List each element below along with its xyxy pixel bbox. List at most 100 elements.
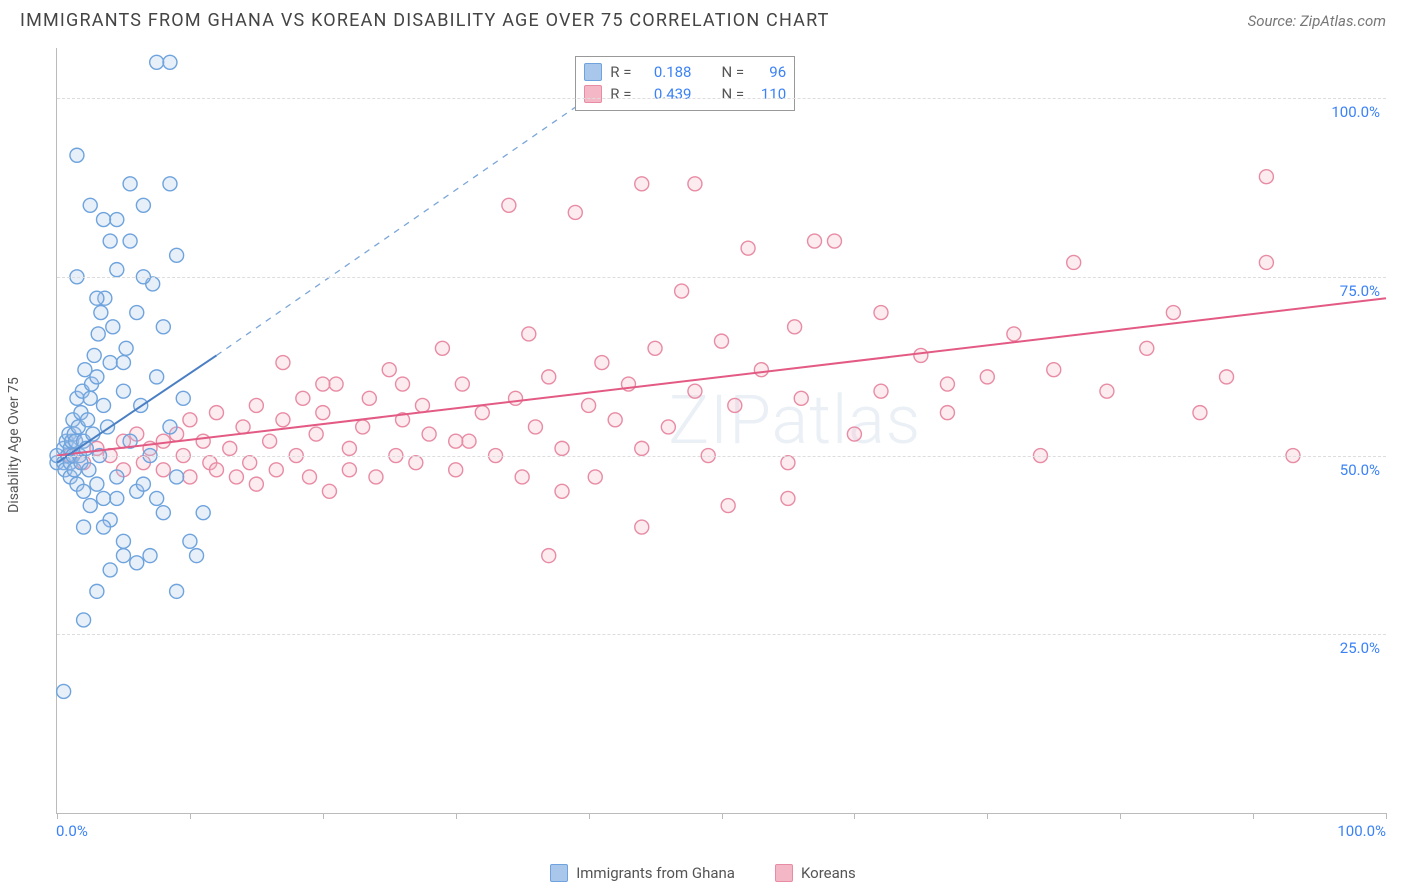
data-point	[449, 463, 463, 477]
data-point	[1007, 327, 1021, 341]
data-point	[940, 377, 954, 391]
x-tick	[1386, 813, 1387, 819]
data-point	[808, 234, 822, 248]
data-point	[163, 55, 177, 69]
chart-area: Disability Age Over 75 ZIPatlas R =0.188…	[20, 48, 1386, 842]
data-point	[229, 470, 243, 484]
data-point	[296, 391, 310, 405]
data-point	[119, 341, 133, 355]
data-point	[1259, 170, 1273, 184]
data-point	[1259, 255, 1273, 269]
data-point	[110, 263, 124, 277]
stats-row-koreans: R =0.439N =110	[584, 83, 786, 106]
r-value: 0.439	[640, 83, 692, 106]
swatch-ghana	[584, 63, 602, 81]
data-point	[914, 348, 928, 362]
data-point	[555, 441, 569, 455]
data-point	[827, 234, 841, 248]
data-point	[83, 499, 97, 513]
data-point	[183, 413, 197, 427]
data-point	[156, 320, 170, 334]
data-point	[276, 356, 290, 370]
data-point	[209, 463, 223, 477]
x-tick	[323, 813, 324, 819]
data-point	[415, 398, 429, 412]
data-point	[509, 391, 523, 405]
data-point	[77, 484, 91, 498]
data-point	[223, 441, 237, 455]
x-tick	[987, 813, 988, 819]
data-point	[116, 356, 130, 370]
n-label: N =	[722, 61, 745, 84]
data-point	[369, 470, 383, 484]
data-point	[588, 470, 602, 484]
data-point	[635, 177, 649, 191]
data-point	[209, 406, 223, 420]
data-point	[449, 434, 463, 448]
x-tick	[854, 813, 855, 819]
data-point	[83, 198, 97, 212]
data-point	[130, 556, 144, 570]
data-point	[156, 506, 170, 520]
data-point	[462, 434, 476, 448]
data-point	[103, 234, 117, 248]
data-point	[648, 341, 662, 355]
data-point	[106, 320, 120, 334]
x-tick	[190, 813, 191, 819]
data-point	[176, 391, 190, 405]
r-label: R =	[610, 61, 631, 84]
data-point	[528, 420, 542, 434]
gridline-h	[57, 456, 1386, 457]
x-tick	[589, 813, 590, 819]
legend-bottom: Immigrants from GhanaKoreans	[0, 864, 1406, 882]
y-grid-label: 75.0%	[1340, 282, 1380, 300]
data-point	[1067, 255, 1081, 269]
gridline-h	[57, 277, 1386, 278]
data-point	[236, 420, 250, 434]
data-point	[110, 470, 124, 484]
x-tick	[1253, 813, 1254, 819]
x-tick	[57, 813, 58, 819]
data-point	[303, 470, 317, 484]
data-point	[57, 684, 71, 698]
data-point	[163, 177, 177, 191]
y-axis-label: Disability Age Over 75	[6, 377, 22, 513]
data-point	[123, 234, 137, 248]
x-axis-min-label: 0.0%	[56, 822, 88, 840]
data-point	[1220, 370, 1234, 384]
data-point	[170, 470, 184, 484]
legend-swatch	[550, 864, 568, 882]
data-point	[455, 377, 469, 391]
data-point	[136, 477, 150, 491]
data-point	[422, 427, 436, 441]
data-point	[196, 506, 210, 520]
data-point	[940, 406, 954, 420]
data-point	[582, 398, 596, 412]
x-tick	[456, 813, 457, 819]
data-point	[322, 484, 336, 498]
y-grid-label: 50.0%	[1340, 461, 1380, 479]
data-point	[661, 420, 675, 434]
correlation-stats-box: R =0.188N =96R =0.439N =110	[575, 56, 795, 111]
data-point	[156, 463, 170, 477]
data-point	[542, 549, 556, 563]
data-point	[123, 177, 137, 191]
svg-layer	[57, 48, 1386, 813]
data-point	[715, 334, 729, 348]
data-point	[94, 306, 108, 320]
data-point	[309, 427, 323, 441]
swatch-koreans	[584, 85, 602, 103]
data-point	[97, 491, 111, 505]
data-point	[110, 213, 124, 227]
data-point	[183, 470, 197, 484]
scatter-plot: ZIPatlas R =0.188N =96R =0.439N =110 25.…	[56, 48, 1386, 814]
data-point	[87, 348, 101, 362]
data-point	[150, 491, 164, 505]
data-point	[276, 413, 290, 427]
r-value: 0.188	[640, 61, 692, 84]
n-label: N =	[722, 83, 745, 106]
data-point	[635, 441, 649, 455]
data-point	[568, 205, 582, 219]
chart-title: IMMIGRANTS FROM GHANA VS KOREAN DISABILI…	[20, 10, 830, 31]
data-point	[116, 534, 130, 548]
